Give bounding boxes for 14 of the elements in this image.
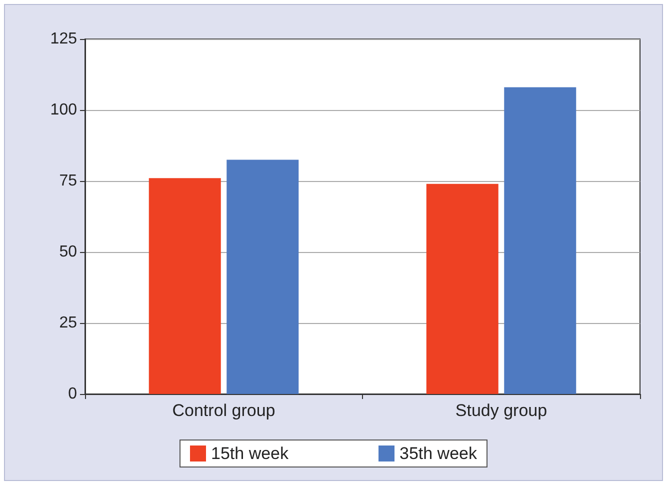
x-tick-label: Control group	[172, 401, 276, 420]
y-tick-label: 0	[68, 386, 78, 402]
y-tick-label: 125	[50, 30, 78, 48]
legend-label: 15th week	[211, 444, 289, 463]
y-tick-label: 25	[59, 314, 78, 332]
y-tick-label: 50	[59, 244, 78, 260]
y-tick-label: 75	[59, 172, 78, 190]
legend-label: 35th week	[400, 444, 478, 463]
y-tick-label: 100	[50, 102, 78, 118]
bar	[148, 178, 221, 394]
bar	[426, 184, 498, 394]
bar	[226, 160, 299, 394]
bar	[504, 87, 576, 394]
x-tick-label: Study group	[455, 401, 548, 420]
